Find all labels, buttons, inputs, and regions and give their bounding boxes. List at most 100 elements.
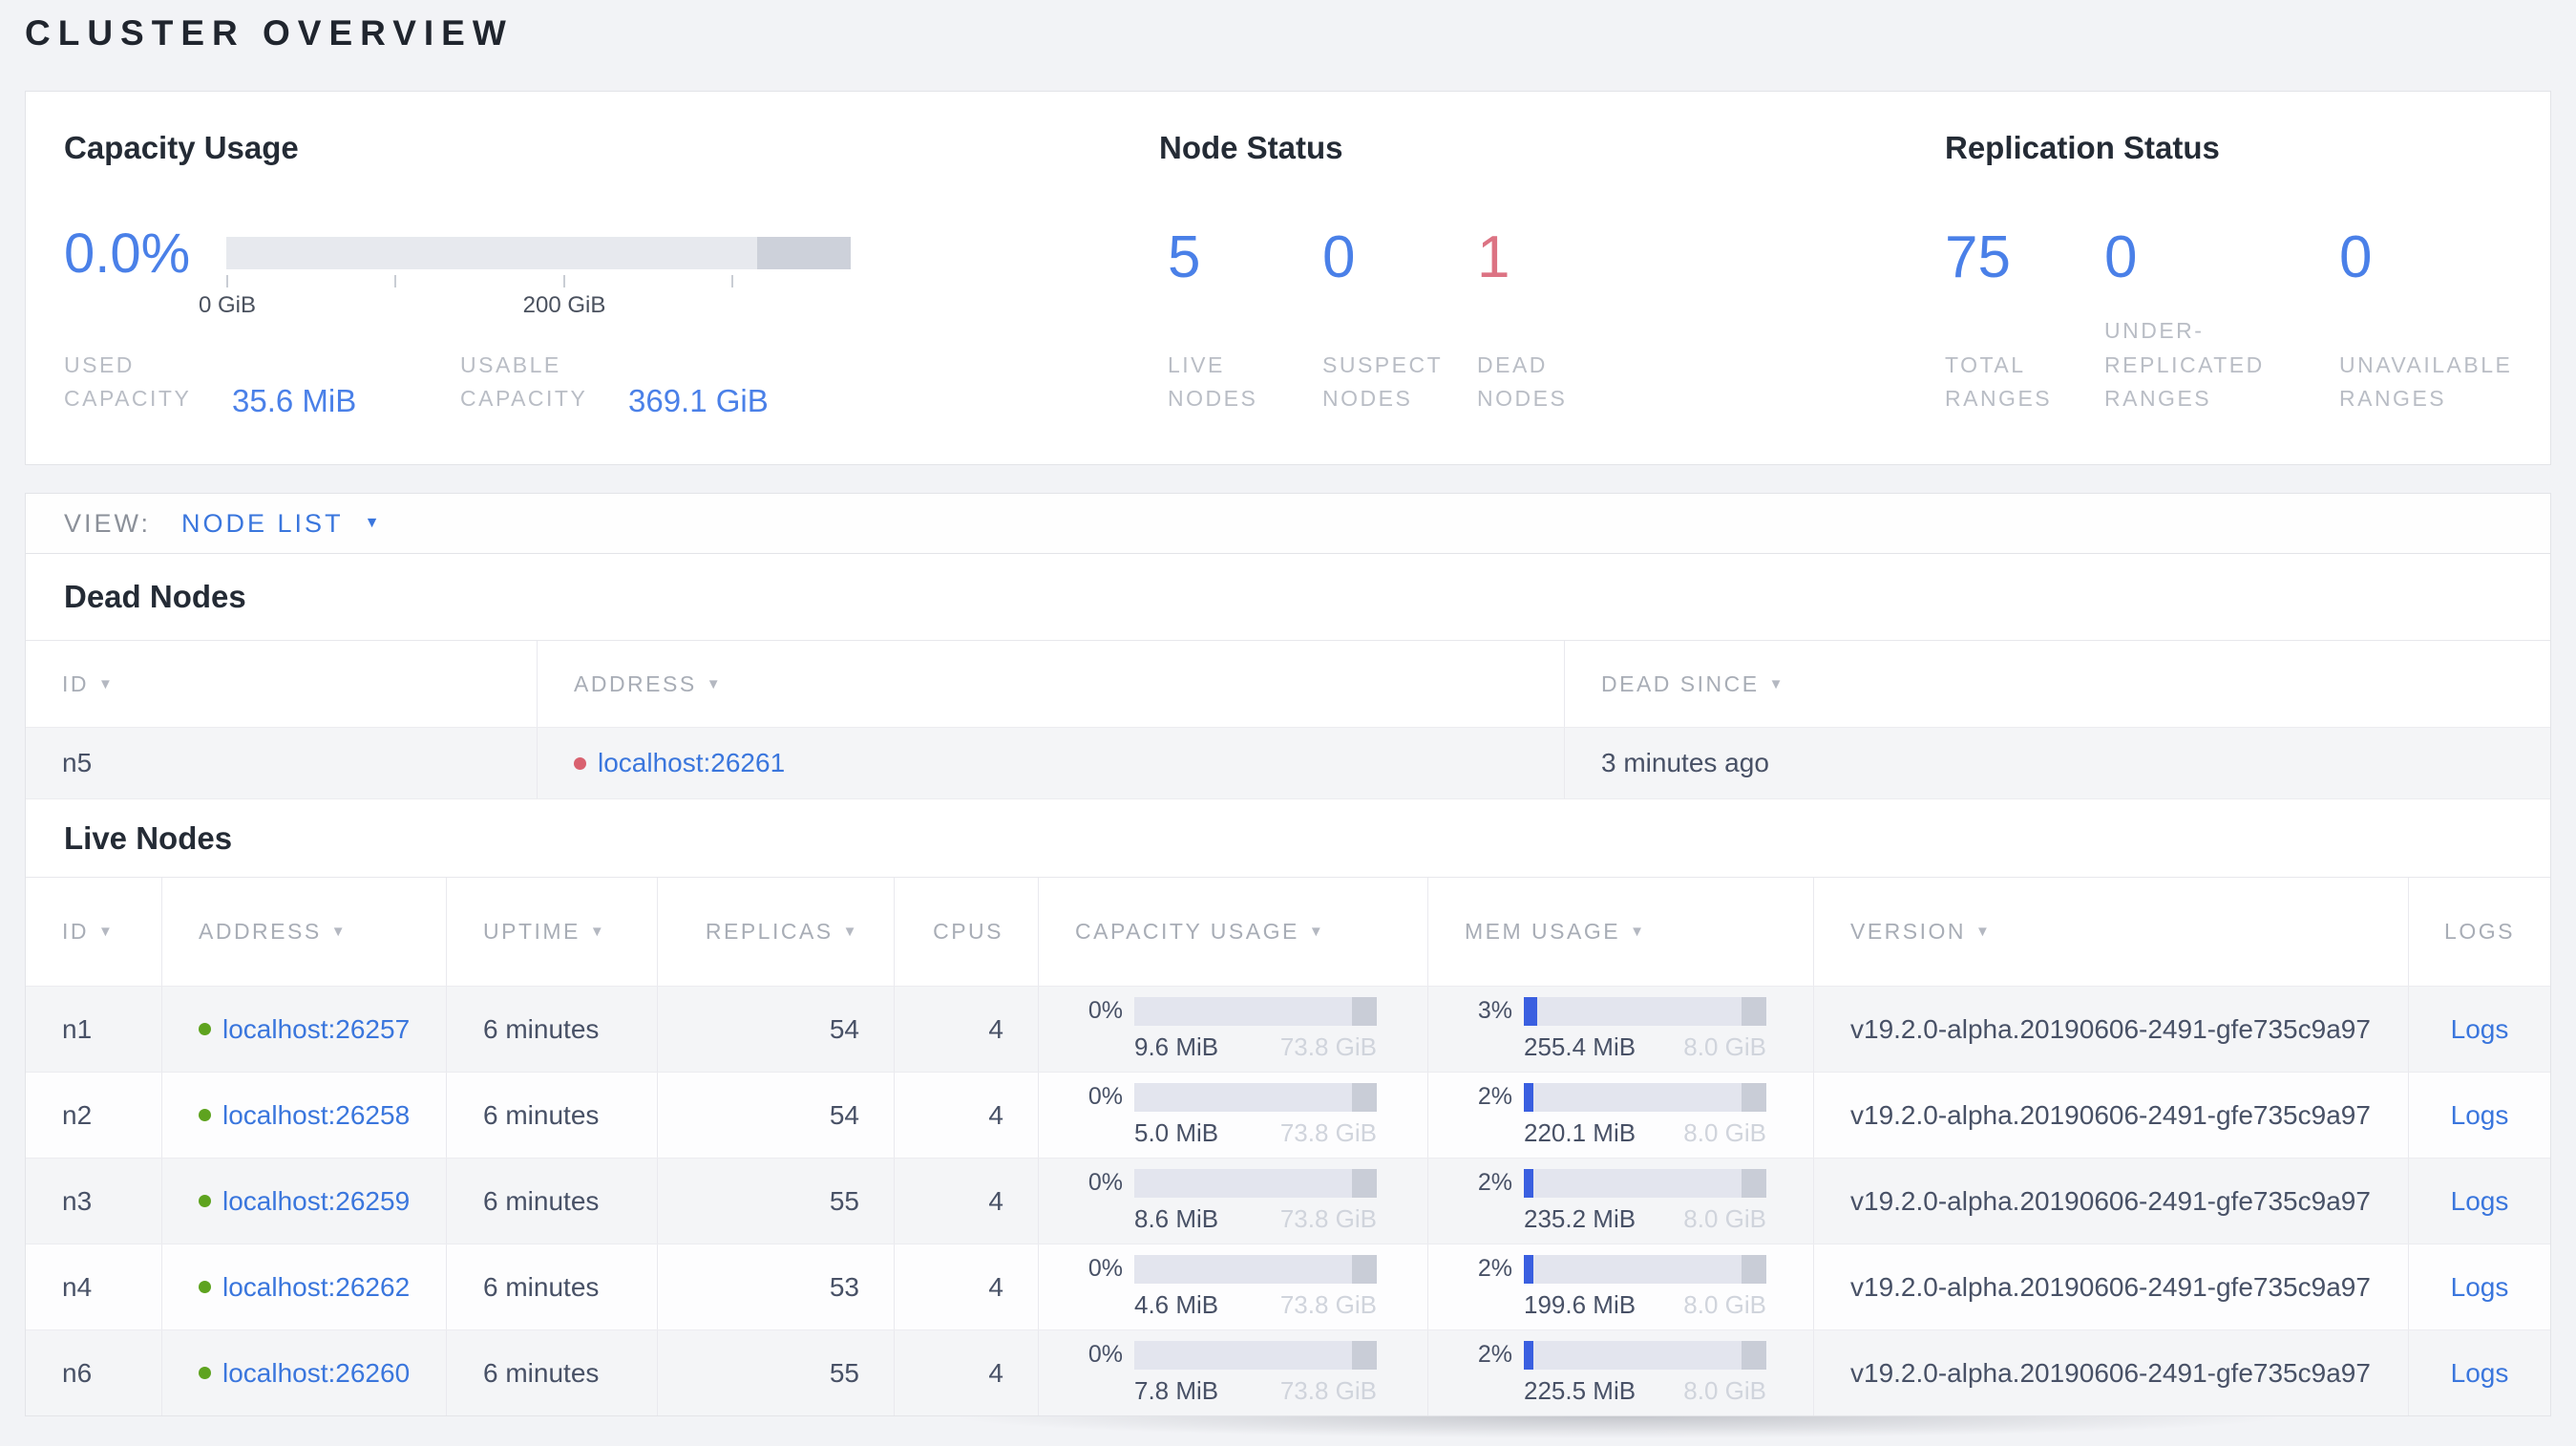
node-address-link[interactable]: localhost:26259 bbox=[222, 1185, 411, 1216]
node-address-link[interactable]: localhost:26258 bbox=[222, 1099, 411, 1130]
capacity-usage-cell: 0% 5.0 MiB 73.8 GiB bbox=[1039, 1073, 1428, 1158]
suspect-nodes-count: 0 bbox=[1322, 224, 1356, 290]
sort-desc-icon: ▼ bbox=[589, 924, 607, 940]
col-header-capacity-usage[interactable]: CAPACITY USAGE ▼ bbox=[1039, 878, 1428, 986]
under-replicated-ranges-label: UNDER-REPLICATED RANGES bbox=[2104, 318, 2265, 412]
capacity-used-value: 4.6 MiB bbox=[1134, 1289, 1219, 1319]
logs-link[interactable]: Logs bbox=[2450, 1185, 2509, 1216]
capacity-used-value: 5.0 MiB bbox=[1134, 1117, 1219, 1147]
usable-capacity-value: 369.1 GiB bbox=[628, 383, 769, 418]
node-address-cell: localhost:26258 bbox=[162, 1073, 447, 1158]
col-header-label: ADDRESS bbox=[199, 919, 322, 944]
view-mode-selected: NODE LIST bbox=[181, 508, 344, 538]
node-address-link[interactable]: localhost:26261 bbox=[598, 748, 786, 777]
view-label: VIEW: bbox=[64, 508, 152, 538]
axis-tick bbox=[563, 275, 565, 287]
mem-total-value: 8.0 GiB bbox=[1683, 1031, 1766, 1061]
axis-tick-label: 200 GiB bbox=[522, 292, 606, 318]
node-address-cell: localhost:26261 bbox=[538, 728, 1565, 798]
logs-link[interactable]: Logs bbox=[2450, 1271, 2509, 1302]
col-header-address[interactable]: ADDRESS ▼ bbox=[162, 878, 447, 986]
mem-total-value: 8.0 GiB bbox=[1683, 1117, 1766, 1147]
node-id-cell: n2 bbox=[26, 1073, 162, 1158]
col-header-cpus: CPUS bbox=[895, 878, 1039, 986]
mem-bar-fill bbox=[1524, 1254, 1533, 1284]
node-address-link[interactable]: localhost:26257 bbox=[222, 1013, 411, 1044]
dead-status-icon bbox=[574, 756, 586, 770]
capacity-percent-label: 0% bbox=[1087, 997, 1123, 1024]
col-header-label: DEAD SINCE bbox=[1601, 670, 1760, 696]
col-header-version[interactable]: VERSION ▼ bbox=[1814, 878, 2409, 986]
mem-percent-label: 2% bbox=[1477, 1169, 1512, 1196]
dead-since-cell: 3 minutes ago bbox=[1601, 748, 1769, 777]
node-address-link[interactable]: localhost:26260 bbox=[222, 1357, 411, 1388]
mem-used-value: 225.5 MiB bbox=[1524, 1375, 1636, 1405]
col-header-id[interactable]: ID ▼ bbox=[26, 641, 538, 727]
logs-cell: Logs bbox=[2409, 987, 2550, 1072]
col-header-id[interactable]: ID ▼ bbox=[26, 878, 162, 986]
mem-usage-cell: 2% 225.5 MiB 8.0 GiB bbox=[1428, 1330, 1814, 1415]
version-cell: v19.2.0-alpha.20190606-2491-gfe735c9a97 bbox=[1814, 1330, 2409, 1415]
node-address-link[interactable]: localhost:26262 bbox=[222, 1271, 411, 1302]
axis-tick bbox=[226, 275, 228, 287]
mem-bar bbox=[1524, 1168, 1766, 1198]
view-mode-dropdown[interactable]: NODE LIST ▼ bbox=[181, 509, 379, 539]
page-title: CLUSTER OVERVIEW bbox=[25, 13, 514, 53]
table-row: n6 localhost:26260 6 minutes 55 4 0% 7.8… bbox=[26, 1329, 2550, 1415]
live-status-icon bbox=[199, 1109, 211, 1121]
axis-tick bbox=[731, 275, 733, 287]
logs-cell: Logs bbox=[2409, 1330, 2550, 1415]
col-header-label: CAPACITY USAGE bbox=[1075, 919, 1299, 944]
logs-link[interactable]: Logs bbox=[2450, 1013, 2509, 1044]
capacity-total-value: 73.8 GiB bbox=[1279, 1289, 1377, 1319]
col-header-label: LOGS bbox=[2444, 919, 2515, 944]
capacity-total-value: 73.8 GiB bbox=[1279, 1117, 1377, 1147]
col-header-label: MEM USAGE bbox=[1465, 919, 1621, 944]
node-address-cell: localhost:26259 bbox=[162, 1159, 447, 1244]
col-header-mem-usage[interactable]: MEM USAGE ▼ bbox=[1428, 878, 1814, 986]
capacity-usage-cell: 0% 4.6 MiB 73.8 GiB bbox=[1039, 1244, 1428, 1329]
col-header-label: ADDRESS bbox=[574, 670, 697, 696]
capacity-used-value: 9.6 MiB bbox=[1134, 1031, 1219, 1061]
sort-desc-icon: ▼ bbox=[842, 924, 859, 940]
col-header-dead-since[interactable]: DEAD SINCE ▼ bbox=[1565, 641, 2550, 727]
capacity-used-value: 7.8 MiB bbox=[1134, 1375, 1219, 1405]
used-capacity-stat: USED CAPACITY 35.6 MiB bbox=[64, 349, 357, 418]
capacity-total-value: 73.8 GiB bbox=[1279, 1203, 1377, 1233]
col-header-label: REPLICAS bbox=[705, 919, 834, 944]
under-replicated-ranges-count: 0 bbox=[2104, 224, 2138, 290]
cpus-cell: 4 bbox=[895, 1244, 1039, 1329]
sort-desc-icon: ▼ bbox=[1975, 924, 1993, 940]
mem-used-value: 255.4 MiB bbox=[1524, 1031, 1636, 1061]
mem-bar-reserved-segment bbox=[1742, 1340, 1766, 1370]
logs-link[interactable]: Logs bbox=[2450, 1357, 2509, 1388]
axis-tick-label: 0 GiB bbox=[198, 292, 257, 318]
dead-node-row: n5 localhost:26261 3 minutes ago bbox=[26, 727, 2550, 799]
mem-bar bbox=[1524, 996, 1766, 1026]
replicas-cell: 54 bbox=[658, 1073, 895, 1158]
version-cell: v19.2.0-alpha.20190606-2491-gfe735c9a97 bbox=[1814, 1159, 2409, 1244]
sort-desc-icon: ▼ bbox=[1308, 924, 1326, 940]
mem-bar-reserved-segment bbox=[1742, 1254, 1766, 1284]
col-header-logs: LOGS bbox=[2409, 878, 2550, 986]
logs-link[interactable]: Logs bbox=[2450, 1099, 2509, 1130]
col-header-replicas[interactable]: REPLICAS ▼ bbox=[658, 878, 895, 986]
live-nodes-table-body: n1 localhost:26257 6 minutes 54 4 0% 9.6… bbox=[26, 986, 2550, 1415]
node-address-cell: localhost:26260 bbox=[162, 1330, 447, 1415]
mem-percent-label: 2% bbox=[1477, 1255, 1512, 1282]
table-row: n3 localhost:26259 6 minutes 55 4 0% 8.6… bbox=[26, 1158, 2550, 1244]
capacity-bar bbox=[1134, 1082, 1377, 1112]
node-id-cell: n5 bbox=[26, 728, 538, 798]
col-header-label: CPUS bbox=[933, 919, 1003, 944]
col-header-uptime[interactable]: UPTIME ▼ bbox=[447, 878, 658, 986]
used-capacity-value: 35.6 MiB bbox=[232, 383, 357, 418]
capacity-bar bbox=[1134, 996, 1377, 1026]
node-address-cell: localhost:26262 bbox=[162, 1244, 447, 1329]
capacity-percent-label: 0% bbox=[1087, 1083, 1123, 1110]
mem-bar bbox=[1524, 1254, 1766, 1284]
node-id-cell: n4 bbox=[26, 1244, 162, 1329]
version-cell: v19.2.0-alpha.20190606-2491-gfe735c9a97 bbox=[1814, 1073, 2409, 1158]
node-address-cell: localhost:26257 bbox=[162, 987, 447, 1072]
col-header-address[interactable]: ADDRESS ▼ bbox=[538, 641, 1565, 727]
cluster-summary-card: Capacity Usage 0.0% 0 GiB 200 GiB USED C… bbox=[25, 91, 2551, 465]
